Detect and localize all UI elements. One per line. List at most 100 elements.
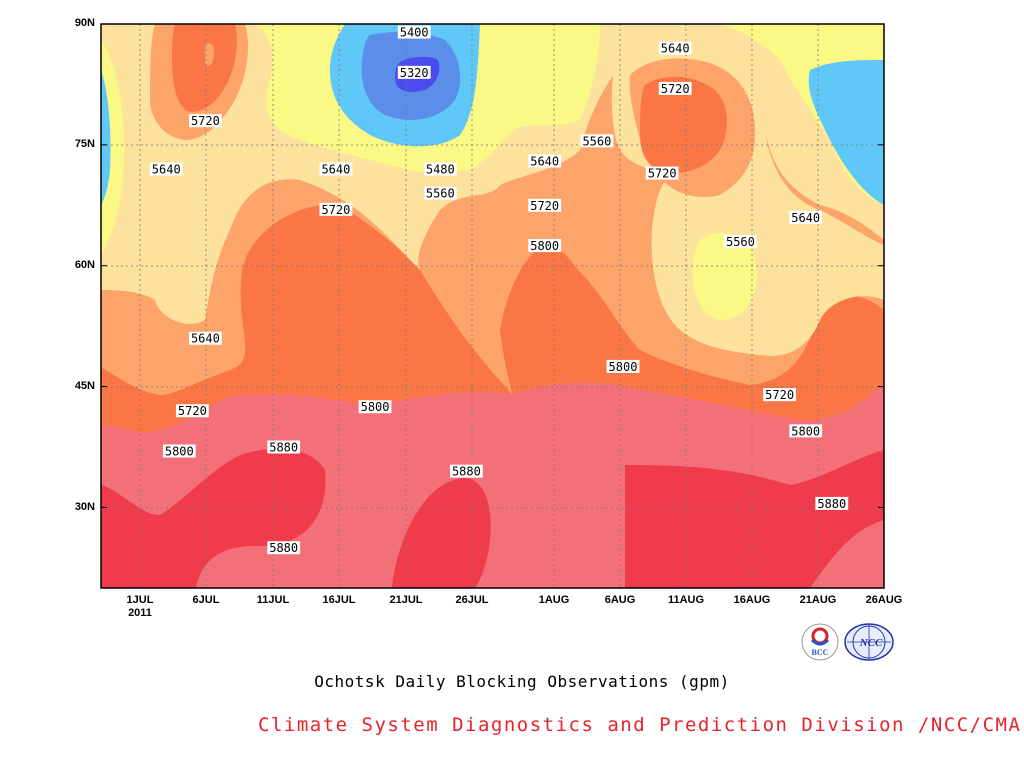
gridlines xyxy=(101,24,884,588)
y-tick-30N: 30N xyxy=(74,501,95,513)
contour-label-text: 5720 xyxy=(191,114,220,128)
contour-label: 5880 xyxy=(267,541,301,555)
contour-label-bg xyxy=(450,464,483,478)
contour-label: 5800 xyxy=(162,444,196,459)
fill-topleft-5800 xyxy=(172,24,237,112)
contour-label: 5800 xyxy=(358,400,392,414)
contour-label: 5640 xyxy=(528,154,562,168)
y-tick-45N: 45N xyxy=(74,380,95,392)
x-tick-6JUL: 6JUL xyxy=(192,594,220,606)
contour-label-bg xyxy=(397,25,431,39)
contour-label-bg xyxy=(528,239,562,253)
y-tick-75N: 75N xyxy=(74,138,95,150)
contour-label: 5640 xyxy=(189,331,222,346)
contour-label-bg xyxy=(319,202,353,216)
contour-label: 5720 xyxy=(189,114,222,128)
contour-label-bg xyxy=(319,162,353,176)
x-tick-1JUL: 1JUL xyxy=(126,594,154,606)
contour-label-text: 5800 xyxy=(609,360,638,374)
contour-label: 5640 xyxy=(319,162,353,177)
contour-fills xyxy=(101,24,884,588)
contour-label-text: 5720 xyxy=(178,404,207,418)
x-tick-1AUG: 1AUG xyxy=(538,594,570,606)
fill-right-yellow xyxy=(692,232,757,320)
contour-label: 5640 xyxy=(149,162,183,177)
contour-label-text: 5480 xyxy=(426,163,455,177)
contour-label-bg xyxy=(149,162,183,176)
contour-label: 5560 xyxy=(423,186,457,201)
contour-label-text: 5400 xyxy=(400,26,429,40)
x-tick-16AUG: 16AUG xyxy=(733,594,771,606)
contour-label-bg xyxy=(267,440,301,454)
credit-line: Climate System Diagnostics and Predictio… xyxy=(258,714,1022,736)
contour-label-text: 5880 xyxy=(452,465,481,479)
contour-label: 5480 xyxy=(423,162,457,177)
contour-label-text: 5800 xyxy=(361,400,390,414)
contour-label-bg xyxy=(645,166,679,180)
contour-label: 5560 xyxy=(724,235,757,249)
contour-label-bg xyxy=(423,186,457,200)
contour-label-bg xyxy=(267,541,301,555)
contour-label-text: 5720 xyxy=(765,388,794,402)
contour-labels: 5400 5320 5640 5720 5720 5560 5640 5640 5480 5640… xyxy=(149,25,849,555)
contour-label-bg xyxy=(606,359,640,373)
x-tick-16JUL: 16JUL xyxy=(322,594,356,606)
contour-label-text: 5880 xyxy=(269,541,298,555)
contour-label-text: 5800 xyxy=(791,424,820,438)
contour-label: 5640 xyxy=(789,210,823,225)
contour-label-text: 5640 xyxy=(661,42,690,56)
x-tick-21AUG: 21AUG xyxy=(799,594,837,606)
contour-label-bg xyxy=(189,331,222,345)
x-tick-6AUG: 6AUG xyxy=(604,594,636,606)
contour-label-bg xyxy=(175,404,209,418)
fill-right-blue xyxy=(808,60,884,205)
y-tick-60N: 60N xyxy=(74,259,95,271)
contour-label-bg xyxy=(789,424,823,438)
contour-label: 5800 xyxy=(606,359,640,374)
contour-label-bg xyxy=(162,444,196,458)
x-tick-26JUL: 26JUL xyxy=(455,594,489,606)
fill-left-yellow xyxy=(101,40,125,255)
contour-label: 5720 xyxy=(528,198,562,213)
contour-label: 5720 xyxy=(763,388,796,402)
x-tick-11JUL: 11JUL xyxy=(256,594,290,606)
contour-label-bg xyxy=(423,162,457,176)
bcc-logo-text: BCC xyxy=(812,648,829,657)
ncc-logo-text: NCC xyxy=(859,637,883,649)
contour-label-text: 5640 xyxy=(791,211,820,225)
contour-label: 5640 xyxy=(658,41,692,56)
contour-label-bg xyxy=(358,400,392,414)
contour-label: 5800 xyxy=(789,424,823,438)
contour-label: 5720 xyxy=(645,166,679,181)
x-tick-21JUL: 21JUL xyxy=(389,594,423,606)
tick-marks xyxy=(101,23,884,508)
contour-label-text: 5720 xyxy=(321,203,350,217)
fill-5480-5560 xyxy=(101,24,884,205)
contour-label-text: 5560 xyxy=(726,235,755,249)
contour-label-bg xyxy=(528,198,562,212)
fill-topleft-slot xyxy=(205,43,215,66)
contour-label-text: 5320 xyxy=(400,66,429,80)
contour-label: 5400 xyxy=(397,25,431,40)
contour-label-bg xyxy=(724,235,757,249)
contour-label: 5880 xyxy=(267,440,301,455)
contour-label: 5880 xyxy=(450,464,483,479)
contour-label-bg xyxy=(397,65,431,79)
ncc-logo: NCC xyxy=(844,623,894,661)
contour-label-bg xyxy=(658,81,692,95)
y-tick-90N: 90N xyxy=(74,17,95,29)
contour-label-text: 5640 xyxy=(530,154,559,168)
contour-label-text: 5720 xyxy=(661,82,690,96)
contour-label-text: 5800 xyxy=(530,239,559,253)
contour-label-bg xyxy=(189,114,222,128)
x-tick-year: 2011 xyxy=(128,607,152,619)
contour-label: 5560 xyxy=(580,134,614,148)
fill-left-blue xyxy=(101,70,111,205)
plot-frame xyxy=(100,23,885,589)
contour-label: 5720 xyxy=(319,202,353,217)
contour-label-bg xyxy=(658,41,692,55)
contour-label-bg xyxy=(580,134,614,148)
contour-label: 5880 xyxy=(815,496,849,511)
contour-label-bg xyxy=(815,496,849,510)
